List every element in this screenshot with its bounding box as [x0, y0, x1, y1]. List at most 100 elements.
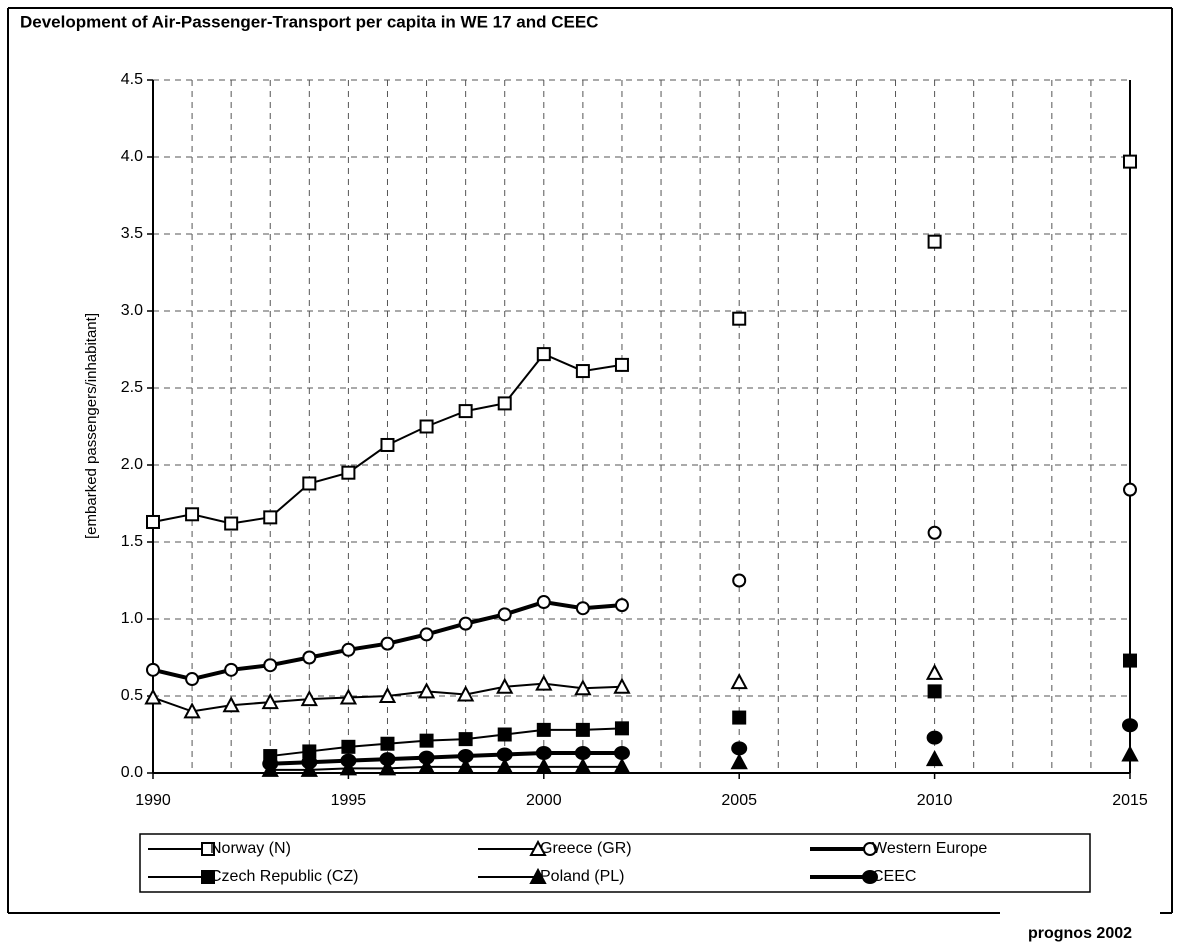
marker: [300, 689, 318, 707]
marker: [614, 721, 629, 736]
marker: [732, 573, 747, 588]
marker: [613, 677, 631, 694]
marker: [458, 404, 473, 419]
series-line: [153, 162, 1130, 524]
x-tick-label: 1990: [135, 792, 171, 809]
marker: [146, 662, 160, 677]
marker: [301, 755, 318, 770]
marker: [496, 677, 514, 694]
marker: [536, 347, 551, 362]
y-axis-label: [embarked passengers/inhabitant]: [83, 313, 100, 539]
legend-box: [139, 833, 1091, 893]
marker: [339, 688, 358, 705]
marker: [496, 757, 514, 774]
marker: [146, 514, 160, 529]
marker: [419, 419, 434, 434]
marker: [732, 311, 747, 326]
marker: [1123, 653, 1137, 668]
chart-title: Development of Air-Passenger-Transport p…: [20, 12, 598, 31]
y-tick-label: 0.5: [121, 687, 143, 704]
marker: [418, 750, 435, 765]
marker: [535, 745, 552, 760]
y-tick-label: 1.5: [121, 533, 143, 550]
marker: [456, 757, 475, 774]
legend-label: Norway (N): [210, 840, 291, 857]
marker: [263, 658, 278, 673]
x-tick-label: 2000: [526, 792, 562, 809]
y-tick-label: 4.5: [121, 71, 143, 88]
marker: [456, 685, 475, 702]
marker: [1122, 718, 1138, 733]
marker: [185, 507, 200, 522]
marker: [927, 525, 942, 540]
marker: [378, 759, 397, 776]
marker: [417, 682, 436, 699]
marker: [224, 662, 239, 677]
marker: [185, 672, 200, 687]
x-tick-label: 2015: [1112, 792, 1148, 809]
frame: [7, 7, 1173, 914]
series-line: [153, 490, 1130, 679]
marker: [340, 753, 357, 768]
marker: [496, 747, 513, 762]
marker: [614, 357, 629, 372]
legend-label: Poland (PL): [540, 868, 625, 885]
marker: [378, 686, 397, 703]
marker: [536, 595, 551, 610]
marker: [535, 757, 553, 774]
marker: [862, 870, 878, 884]
marker: [730, 753, 748, 770]
marker: [613, 745, 630, 760]
marker: [575, 722, 590, 737]
y-tick-label: 1.0: [121, 610, 143, 627]
marker: [457, 749, 474, 764]
marker: [863, 842, 877, 856]
marker: [341, 739, 356, 754]
legend-label: Western Europe: [872, 840, 987, 857]
marker: [732, 710, 747, 725]
marker: [263, 510, 278, 525]
marker: [497, 396, 512, 411]
marker: [224, 516, 239, 531]
source: prognos 2002: [1028, 925, 1132, 942]
marker: [927, 684, 942, 699]
y-tick-label: 3.5: [121, 225, 143, 242]
marker: [730, 673, 748, 690]
marker: [497, 607, 512, 622]
marker: [575, 364, 590, 379]
x-tick-label: 2010: [917, 792, 953, 809]
marker: [339, 759, 358, 776]
y-tick-label: 3.0: [121, 302, 143, 319]
x-tick-label: 1995: [331, 792, 367, 809]
marker: [575, 601, 590, 616]
marker: [302, 650, 317, 665]
marker: [201, 870, 215, 884]
marker: [419, 627, 434, 642]
marker: [1123, 154, 1137, 169]
legend-label: Czech Republic (CZ): [210, 868, 358, 885]
marker: [926, 730, 943, 745]
marker: [1123, 482, 1137, 497]
marker: [529, 867, 547, 884]
y-tick-label: 2.0: [121, 456, 143, 473]
marker: [458, 616, 473, 631]
marker: [262, 756, 279, 771]
marker: [300, 760, 318, 777]
marker: [302, 476, 317, 491]
marker: [731, 741, 748, 756]
marker: [927, 234, 942, 249]
marker: [222, 696, 240, 713]
marker: [201, 842, 215, 856]
marker: [925, 750, 944, 767]
marker: [574, 745, 591, 760]
legend-label: Greece (GR): [540, 840, 632, 857]
marker: [380, 736, 395, 751]
marker: [529, 839, 547, 856]
x-tick-label: 2005: [721, 792, 757, 809]
marker: [458, 732, 473, 747]
marker: [574, 757, 592, 774]
marker: [535, 674, 553, 691]
marker: [417, 757, 436, 774]
marker: [614, 598, 629, 613]
